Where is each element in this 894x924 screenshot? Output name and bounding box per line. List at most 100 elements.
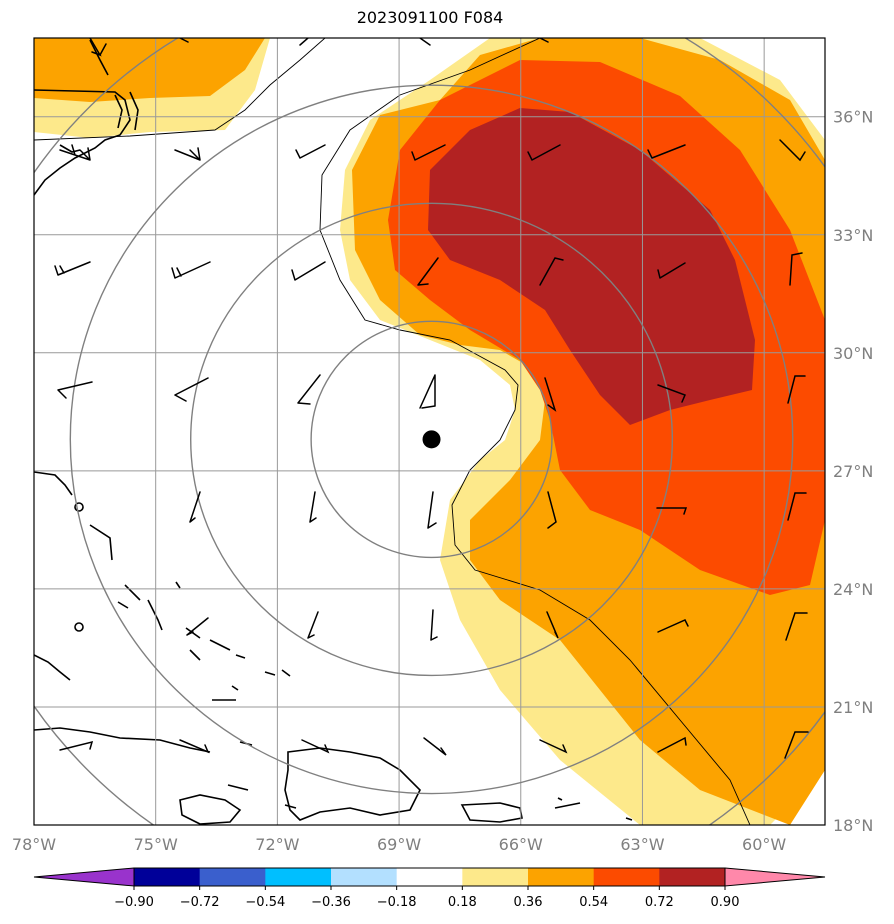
outline-contours [34,38,751,825]
contour-fill-level-2b [34,38,265,102]
wind-barb [430,609,438,641]
longitude-tick-label: 63°W [620,835,664,854]
range-ring [190,202,674,677]
longitude-tick-labels: 78°W 75°W 72°W 69°W 66°W 63°W 60°W [12,835,787,854]
coastline-island [74,502,84,512]
wind-barb [179,38,189,43]
coastline-hispaniola [284,747,421,821]
wind-barb [295,144,326,159]
colorbar-segment [396,868,463,886]
colorbar-tick-label: 0.36 [514,895,543,910]
wind-barb [657,736,687,753]
wind-barb [779,139,806,162]
coastline-us-inlets [59,39,139,153]
wind-barb [301,739,330,754]
wind-barb [54,261,91,276]
longitude-tick-label: 75°W [134,835,178,854]
colorbar-extend-high [724,867,826,887]
colorbar-segment [134,868,201,886]
colorbar [33,867,826,887]
wind-barb [179,739,210,754]
wind-barb [89,38,107,57]
wind-barbs [54,38,809,759]
range-ring [310,320,553,559]
coastlines [34,39,633,825]
colorbar-segment [265,868,332,886]
wind-barb [544,377,557,412]
storm-center-marker [422,430,441,449]
latitude-tick-label: 18°N [833,816,873,835]
wind-barb [789,252,803,286]
colorbar-tick-label: 0.90 [711,895,740,910]
coastline-bahamas [34,471,291,701]
colorbar-tick-label: −0.54 [245,895,285,910]
wind-barb [656,507,688,515]
wind-barb [186,617,209,636]
wind-barb [411,144,446,161]
colorbar-tick-label: −0.18 [377,895,417,910]
colorbar-segment [593,868,660,886]
contour-fill-level-4 [428,108,755,425]
wind-barb [57,381,93,399]
wind-barb [297,374,321,405]
colorbar-segment [528,868,595,886]
wind-barb [417,257,439,286]
colorbar-tick-label: 0.54 [579,895,608,910]
wind-barb [174,377,209,402]
colorbar-tick-label: −0.36 [311,895,351,910]
longitude-tick-label: 60°W [742,835,786,854]
wind-barb [291,261,326,281]
wind-barb [59,144,91,161]
colorbar-frame [133,867,726,887]
wind-barb [657,262,686,279]
wind-barb [539,257,564,286]
wind-barb [657,384,687,403]
wind-barb [174,147,201,161]
latitude-tick-label: 30°N [833,344,873,363]
longitude-tick-label: 72°W [255,835,299,854]
wind-barb [539,38,549,43]
colorbar-tick-labels: −0.90 −0.72 −0.54 −0.36 −0.18 0.18 0.36 0.54 0.7… [114,886,739,910]
colorbar-segment [659,868,726,886]
colorbar-tick-label: −0.72 [180,895,220,910]
coastline-island [74,622,84,632]
wind-barb [419,38,431,46]
map-title: 2023091100 F084 [356,8,504,27]
longitude-tick-label: 78°W [12,835,56,854]
wind-barb [785,612,808,641]
wind-barb [59,740,94,751]
gridlines [34,38,825,825]
wind-barb [647,144,686,159]
latitude-tick-labels: 36°N 33°N 30°N 27°N 24°N 21°N 18°N [833,108,873,835]
colorbar-segment [199,868,266,886]
plot-frame [33,37,826,826]
wind-barb [784,731,809,759]
wind-barb [787,375,806,404]
wind-barb [427,491,437,529]
range-ring [69,84,794,795]
coastline-cuba [34,654,211,753]
coastline-puerto-rico [460,802,523,823]
wind-barb [547,491,557,529]
coastline-jamaica [179,794,242,825]
coastline-us-east [34,89,131,196]
latitude-tick-label: 33°N [833,226,873,245]
colorbar-tick-label: −0.90 [114,895,154,910]
colorbar-extend-low [33,867,135,887]
outline-contour-north [34,38,326,141]
wind-barb [189,491,201,523]
latitude-tick-label: 21°N [833,698,873,717]
colorbar-segment [331,868,398,886]
wind-barb [299,38,309,46]
wind-barb [787,492,807,521]
wind-barb [539,739,568,754]
colorbar-tick-label: 0.72 [645,895,674,910]
longitude-tick-label: 69°W [377,835,421,854]
wind-barb [423,737,447,756]
wind-barb [546,611,559,639]
wind-barb [419,374,436,409]
latitude-tick-label: 36°N [833,108,873,127]
